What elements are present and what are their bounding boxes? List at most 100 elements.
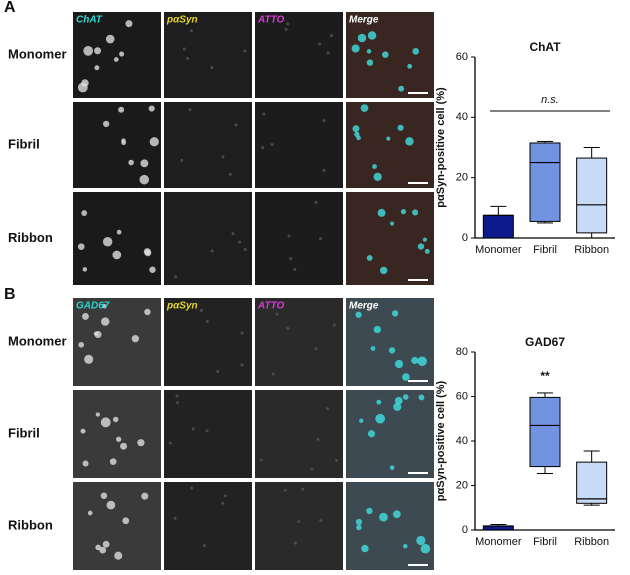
cell [361,544,369,553]
cell [221,155,225,159]
micrograph [255,390,343,478]
cell [81,210,88,217]
cell [77,82,88,93]
cell [373,172,382,181]
cell [189,29,193,33]
cell [393,402,402,411]
cell [301,487,305,491]
cell [238,240,242,244]
cell [175,394,179,398]
cell [144,308,151,316]
cell [402,373,410,381]
cell [109,458,117,465]
row-label: Monomer [8,46,67,61]
cell [140,159,149,168]
channel-label: ChAT [76,15,103,26]
cell [391,310,399,317]
cell [411,356,419,365]
micrograph [255,12,343,98]
cell [82,312,89,320]
cell [116,436,122,442]
cell [286,22,290,26]
channel-label: ATTO [257,15,285,26]
box [576,461,608,504]
box [529,396,561,468]
cell [94,47,102,55]
cell [366,255,373,261]
channel-label: ATTO [257,301,285,312]
cell [355,311,362,318]
cell [216,369,220,373]
cell [118,106,125,113]
cell [270,143,274,147]
micrograph [255,482,343,570]
cell [99,546,107,554]
micrograph [346,192,434,285]
cell [83,46,94,56]
cell [424,248,430,254]
cell [101,303,107,309]
y-tick-label: 20 [456,479,468,491]
cell [418,394,425,401]
cell [112,250,122,260]
cell [141,492,149,500]
cell [289,257,293,261]
cell [100,492,108,499]
cell [322,118,326,122]
cell [417,243,425,250]
cell [376,399,382,405]
cell [352,125,360,133]
cell [318,42,322,46]
y-tick-label: 0 [462,232,468,244]
row-label: Ribbon [8,517,53,532]
cell [412,48,420,55]
cell [102,120,110,128]
cell [422,237,428,242]
cell [199,309,203,313]
cell [121,140,127,146]
cell [316,437,320,441]
cell [174,275,178,279]
cell [370,346,376,351]
chart-title: ChAT [529,40,561,54]
cell [240,363,244,367]
cell [188,108,192,112]
cell [322,168,326,172]
cell [148,105,155,112]
cell [284,27,288,31]
cell [94,65,100,71]
cell [202,544,206,548]
cell [261,146,265,150]
cell [372,164,377,169]
channel-label: GAD67 [76,301,110,312]
cell [297,520,301,524]
y-axis-label: pαSyn-positive cell (%) [435,87,447,208]
micrograph [164,12,252,98]
cell [351,44,360,53]
cell [243,247,247,251]
cell [373,325,382,334]
cell [113,57,119,62]
cell [240,331,244,335]
cell [131,335,140,343]
cell [367,430,376,438]
cell [357,33,367,43]
cell [139,174,150,185]
row-label: Fibril [8,425,40,440]
micrograph [255,102,343,188]
cell [379,266,388,275]
cell [262,112,266,116]
micrograph [164,102,252,188]
cell [417,356,427,367]
x-tick-label: Fibril [533,244,557,256]
chart-title: GAD67 [525,335,565,349]
cell [420,543,431,554]
cell [271,372,275,376]
cell [394,359,404,369]
x-tick-label: Ribbon [574,536,609,548]
cell [186,56,190,60]
row-label: Fibril [8,136,40,151]
cell [205,319,209,323]
cell [310,467,314,471]
cell [228,172,232,176]
